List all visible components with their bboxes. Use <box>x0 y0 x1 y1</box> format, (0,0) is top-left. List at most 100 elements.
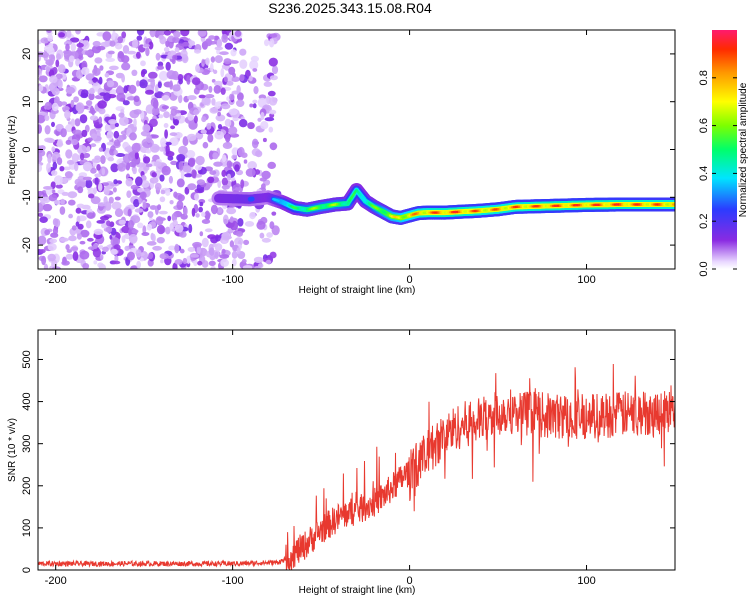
noise-blob <box>59 166 65 172</box>
noise-blob <box>226 173 232 181</box>
noise-blob <box>121 31 127 39</box>
noise-blob <box>108 196 114 204</box>
noise-blob <box>81 67 90 76</box>
noise-blob <box>178 161 184 171</box>
noise-blob <box>253 86 259 95</box>
noise-blob <box>89 115 99 121</box>
noise-blob <box>70 246 79 251</box>
noise-blob <box>79 152 85 161</box>
noise-blob <box>43 186 53 190</box>
noise-blob <box>44 229 51 236</box>
noise-blob <box>215 235 221 242</box>
noise-blob <box>126 190 132 198</box>
noise-blob <box>131 69 138 77</box>
noise-blob <box>77 144 87 155</box>
noise-blob <box>141 232 150 236</box>
noise-blob <box>178 145 188 155</box>
noise-blob <box>118 219 126 225</box>
noise-blob <box>214 130 224 140</box>
top-y-ticks: 20 10 0 -10 -20 <box>21 48 675 253</box>
noise-blob <box>251 138 259 149</box>
noise-blob <box>80 89 89 98</box>
noise-blob <box>58 64 66 74</box>
noise-blob <box>239 74 245 82</box>
noise-blob <box>149 205 157 210</box>
noise-blob <box>249 103 254 108</box>
noise-blob <box>72 129 82 135</box>
noise-blob <box>208 85 213 93</box>
noise-blob <box>165 40 170 48</box>
noise-blob <box>145 149 152 154</box>
noise-blob <box>104 72 110 78</box>
noise-blob <box>228 108 238 116</box>
noise-blob <box>127 208 132 217</box>
noise-blob <box>106 134 112 139</box>
noise-blob <box>240 179 245 189</box>
noise-blob <box>79 114 88 124</box>
noise-blob <box>214 243 223 252</box>
noise-blob <box>38 114 46 124</box>
noise-blob <box>116 85 123 95</box>
noise-blob <box>118 135 124 143</box>
noise-blob <box>157 65 164 70</box>
noise-blob <box>228 126 238 135</box>
noise-blob <box>237 218 244 227</box>
noise-blob <box>90 105 94 114</box>
noise-blob <box>38 84 44 92</box>
noise-blob <box>235 230 243 237</box>
noise-blob <box>143 156 151 164</box>
colorbar-label: Normalized spectral amplitude <box>738 82 749 217</box>
noise-blob <box>56 157 63 166</box>
noise-blob <box>194 49 201 54</box>
noise-blob <box>97 202 108 207</box>
noise-blob <box>174 224 184 233</box>
noise-blob <box>160 137 167 148</box>
noise-blob <box>75 30 81 35</box>
noise-blob <box>131 229 139 234</box>
noise-blob <box>167 215 172 222</box>
noise-blob <box>85 220 92 229</box>
noise-blob <box>201 97 211 106</box>
noise-blob <box>92 67 101 77</box>
noise-blob <box>172 36 180 44</box>
noise-blob <box>139 191 147 200</box>
noise-blob <box>259 177 267 182</box>
noise-blob <box>71 225 77 231</box>
noise-blob <box>264 39 270 47</box>
noise-blob <box>195 64 201 73</box>
noise-blob <box>207 133 214 143</box>
noise-blob <box>134 208 144 213</box>
noise-blob <box>187 183 197 191</box>
noise-blob <box>109 148 115 156</box>
noise-blob <box>66 30 72 38</box>
noise-blob <box>145 47 150 57</box>
noise-blob <box>58 32 65 38</box>
noise-blob <box>231 154 237 160</box>
noise-blob <box>221 154 227 162</box>
noise-blob <box>114 42 123 50</box>
noise-blob <box>271 211 277 216</box>
noise-blob <box>221 248 226 254</box>
noise-blob <box>86 145 91 152</box>
noise-blob <box>193 259 198 267</box>
noise-blob <box>38 124 42 134</box>
noise-blob <box>128 233 138 244</box>
noise-blob <box>92 162 98 167</box>
noise-blob <box>188 40 196 46</box>
noise-blob <box>77 223 84 230</box>
colorbar-tick-label: 0.2 <box>698 214 710 229</box>
noise-blob <box>223 76 228 83</box>
noise-blob <box>217 124 223 130</box>
noise-blob <box>198 94 206 99</box>
noise-blob <box>207 176 215 184</box>
noise-blob <box>182 136 189 147</box>
noise-blob <box>48 82 58 93</box>
noise-blob <box>87 137 93 142</box>
top-y-axis-label: Frequency (Hz) <box>7 116 18 185</box>
noise-blob <box>56 142 64 147</box>
noise-blob <box>82 263 90 269</box>
noise-blob <box>114 255 119 263</box>
noise-blob <box>269 33 278 38</box>
noise-blob <box>222 235 232 240</box>
noise-blob <box>234 30 242 37</box>
